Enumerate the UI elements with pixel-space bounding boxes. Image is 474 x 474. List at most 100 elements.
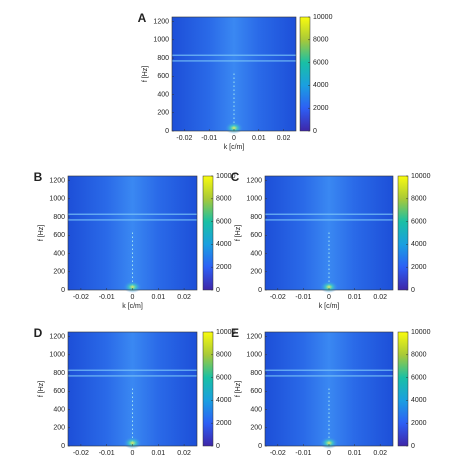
colorbar-tick-label: 2000 (313, 105, 329, 112)
colorbar-tick-label: 10000 (216, 173, 236, 180)
y-tick-label: 200 (53, 269, 65, 276)
low-frequency-spot (320, 437, 338, 449)
spectral-band (265, 375, 393, 377)
y-tick-label: 200 (250, 269, 262, 276)
colorbar-tick-label: 0 (216, 443, 220, 450)
x-tick-label: 0 (131, 450, 135, 457)
colorbar-tick-label: 0 (411, 443, 415, 450)
colorbar-tick-label: 10000 (411, 173, 431, 180)
colorbar-tick-label: 4000 (411, 241, 427, 248)
x-tick-label: -0.01 (99, 294, 115, 301)
y-tick-label: 1000 (49, 352, 65, 359)
x-tick-label: -0.02 (73, 450, 89, 457)
spectral-band (172, 60, 296, 62)
y-tick-label: 0 (61, 287, 65, 294)
colorbar-tick-label: 6000 (411, 374, 427, 381)
y-tick-label: 200 (157, 110, 169, 117)
y-tick-label: 600 (53, 232, 65, 239)
x-axis-label: k [c/m] (224, 144, 245, 151)
y-tick-label: 1200 (246, 177, 262, 184)
x-tick-label: 0 (327, 294, 331, 301)
colorbar-tick-label: 4000 (216, 397, 232, 404)
colorbar (397, 331, 409, 447)
x-tick-label: 0.01 (151, 294, 165, 301)
y-tick-label: 800 (53, 214, 65, 221)
y-tick-label: 0 (258, 287, 262, 294)
panel-label: E (231, 326, 239, 340)
colorbar-tick-label: 8000 (313, 37, 329, 44)
x-tick-label: -0.01 (295, 294, 311, 301)
low-frequency-spot (123, 281, 142, 293)
spectral-band (265, 219, 393, 221)
colorbar-tick-label: 0 (411, 287, 415, 294)
y-tick-label: 400 (250, 406, 262, 413)
colorbar-tick-label: 0 (313, 128, 317, 135)
spectral-band (68, 375, 197, 377)
y-tick-label: 0 (165, 128, 169, 135)
x-tick-label: 0.02 (373, 294, 387, 301)
y-axis-label: f [Hz] (38, 381, 45, 397)
x-tick-label: 0.02 (177, 294, 191, 301)
y-tick-label: 400 (157, 91, 169, 98)
spectral-band (265, 369, 393, 371)
y-tick-label: 600 (157, 73, 169, 80)
colorbar-tick-label: 4000 (313, 82, 329, 89)
y-tick-label: 800 (157, 55, 169, 62)
y-tick-label: 1200 (153, 18, 169, 25)
colorbar (202, 175, 214, 291)
y-tick-label: 1000 (246, 196, 262, 203)
panel-label: C (231, 170, 240, 184)
spectral-band (172, 54, 296, 56)
y-tick-label: 1200 (49, 177, 65, 184)
x-tick-label: 0.01 (348, 450, 362, 457)
x-tick-label: 0.01 (348, 294, 362, 301)
y-tick-label: 600 (250, 232, 262, 239)
x-tick-label: -0.01 (201, 135, 217, 142)
y-tick-label: 200 (53, 425, 65, 432)
y-axis-label: f [Hz] (142, 66, 149, 82)
colorbar-tick-label: 8000 (216, 352, 232, 359)
colorbar-tick-label: 6000 (216, 218, 232, 225)
y-tick-label: 800 (250, 370, 262, 377)
spectral-band (68, 369, 197, 371)
y-axis-label: f [Hz] (38, 225, 45, 241)
x-tick-label: 0.02 (177, 450, 191, 457)
y-tick-label: 400 (53, 406, 65, 413)
spectral-band (68, 219, 197, 221)
spectral-band (265, 213, 393, 215)
y-axis-label: f [Hz] (235, 381, 242, 397)
colorbar-tick-label: 0 (216, 287, 220, 294)
y-tick-label: 600 (250, 388, 262, 395)
colorbar-tick-label: 2000 (411, 420, 427, 427)
colorbar-tick-label: 2000 (216, 264, 232, 271)
colorbar-tick-label: 8000 (411, 196, 427, 203)
colorbar-tick-label: 2000 (411, 264, 427, 271)
y-tick-label: 0 (61, 443, 65, 450)
x-tick-label: 0 (232, 135, 236, 142)
x-tick-label: -0.01 (295, 450, 311, 457)
low-frequency-spot (225, 122, 243, 134)
y-tick-label: 1000 (246, 352, 262, 359)
y-tick-label: 800 (250, 214, 262, 221)
spectral-band (68, 213, 197, 215)
colorbar-tick-label: 10000 (313, 14, 333, 21)
y-tick-label: 400 (250, 250, 262, 257)
y-tick-label: 400 (53, 250, 65, 257)
x-tick-label: 0.01 (252, 135, 266, 142)
panel-label: D (34, 326, 43, 340)
colorbar-tick-label: 4000 (216, 241, 232, 248)
colorbar-tick-label: 8000 (411, 352, 427, 359)
colorbar (299, 16, 311, 132)
x-tick-label: 0 (327, 450, 331, 457)
low-frequency-spot (320, 281, 338, 293)
colorbar-tick-label: 10000 (216, 329, 236, 336)
colorbar-tick-label: 8000 (216, 196, 232, 203)
x-tick-label: -0.01 (99, 450, 115, 457)
x-tick-label: -0.02 (73, 294, 89, 301)
colorbar (202, 331, 214, 447)
x-tick-label: 0.01 (151, 450, 165, 457)
y-tick-label: 200 (250, 425, 262, 432)
panel-label: B (34, 170, 43, 184)
y-tick-label: 800 (53, 370, 65, 377)
y-tick-label: 0 (258, 443, 262, 450)
